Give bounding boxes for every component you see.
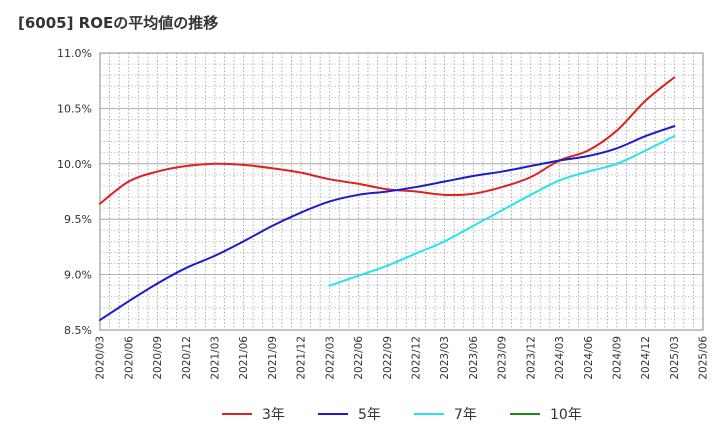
x-tick-label: 2021/09 (267, 336, 279, 380)
x-tick-label: 2022/09 (382, 336, 394, 380)
y-axis-ticks: 8.5% 9.0% 9.5% 10.0% 10.5% 11.0% (57, 47, 92, 337)
x-tick-label: 2023/12 (525, 336, 537, 380)
x-tick-label: 2021/03 (210, 336, 222, 380)
series-line-1 (99, 76, 676, 205)
x-tick-label: 2020/03 (95, 336, 107, 380)
x-tick-label: 2024/12 (640, 336, 652, 380)
y-tick-label: 11.0% (57, 47, 92, 60)
x-tick-label: 2022/03 (324, 336, 336, 380)
x-tick-label: 2025/03 (669, 336, 681, 380)
legend-label: 5年 (358, 407, 381, 423)
x-tick-label: 2023/09 (497, 336, 509, 380)
series-line-2 (99, 125, 676, 322)
plot-border (99, 52, 704, 331)
y-tick-label: 9.0% (64, 269, 92, 282)
legend-label: 3年 (262, 407, 285, 423)
x-axis-ticks: 2020/03 2020/06 2020/09 2020/12 2021/03 2021/… (95, 336, 710, 380)
series-lines (99, 76, 676, 322)
legend: 3年 5年 7年 10年 (222, 407, 582, 423)
y-tick-label: 10.0% (57, 158, 92, 171)
chart-title: [6005] ROEの平均値の推移 (18, 14, 219, 32)
x-tick-label: 2024/03 (554, 336, 566, 380)
series-line-3 (328, 135, 676, 287)
x-tick-label: 2024/09 (612, 336, 624, 380)
legend-label: 7年 (454, 407, 477, 423)
x-tick-label: 2024/06 (583, 336, 595, 380)
x-tick-label: 2022/12 (411, 336, 423, 380)
x-tick-label: 2020/12 (181, 336, 193, 380)
x-tick-label: 2023/03 (439, 336, 451, 380)
y-tick-label: 8.5% (64, 324, 92, 337)
x-tick-label: 2023/06 (468, 336, 480, 380)
y-tick-label: 9.5% (64, 213, 92, 226)
x-tick-label: 2020/06 (123, 336, 135, 380)
legend-label: 10年 (550, 407, 582, 423)
x-tick-label: 2021/06 (238, 336, 250, 380)
x-tick-label: 2025/06 (698, 336, 710, 380)
grid-lines (100, 53, 703, 330)
y-tick-label: 10.5% (57, 102, 92, 115)
x-tick-label: 2022/06 (353, 336, 365, 380)
x-tick-label: 2020/09 (152, 336, 164, 380)
x-tick-label: 2021/12 (296, 336, 308, 380)
